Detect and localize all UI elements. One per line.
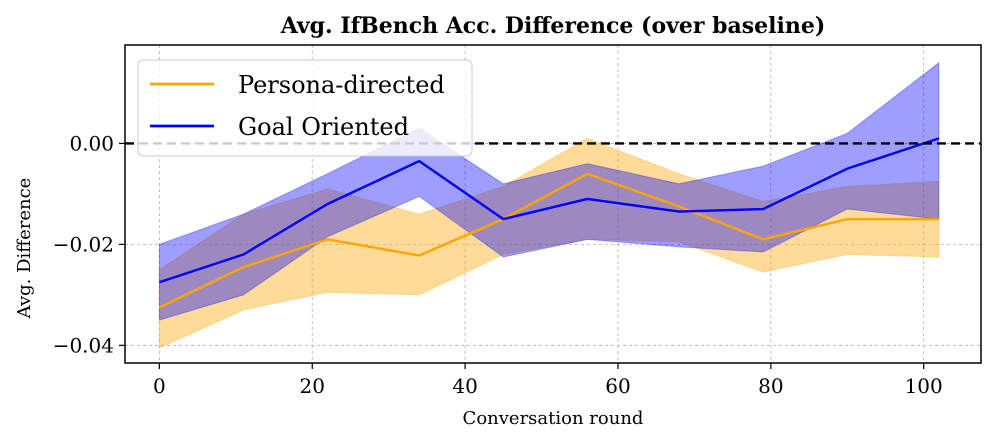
legend: Persona-directed Goal Oriented [137, 59, 473, 157]
series-line-goal-oriented [159, 137, 940, 284]
legend-box [137, 59, 473, 157]
plot-frame [124, 44, 982, 364]
chart-title: Avg. IfBench Acc. Difference (over basel… [280, 13, 826, 39]
x-tick-label: 20 [300, 374, 325, 398]
x-axis-label: Conversation round [463, 408, 644, 429]
series-line-persona-directed [158, 172, 939, 309]
series-lines [158, 137, 940, 309]
legend-label-goal-oriented: Goal Oriented [238, 113, 409, 141]
x-tick-label: 60 [605, 374, 630, 398]
y-tick-label: −0.02 [53, 232, 114, 256]
x-tick-label: 100 [905, 374, 943, 398]
x-tick-label: 80 [758, 374, 783, 398]
x-tick-label: 0 [153, 374, 166, 398]
y-axis-label: Avg. Difference [14, 178, 35, 320]
y-tick-label: −0.04 [53, 333, 114, 357]
y-tick-label: 0.00 [69, 131, 114, 155]
confidence-band-persona-directed [158, 137, 940, 349]
x-tick-label: 40 [452, 374, 477, 398]
legend-label-persona-directed: Persona-directed [238, 71, 445, 99]
axis-ticks: 0 20 40 60 80 100 0.00 −0.02 −0.04 [53, 131, 943, 398]
